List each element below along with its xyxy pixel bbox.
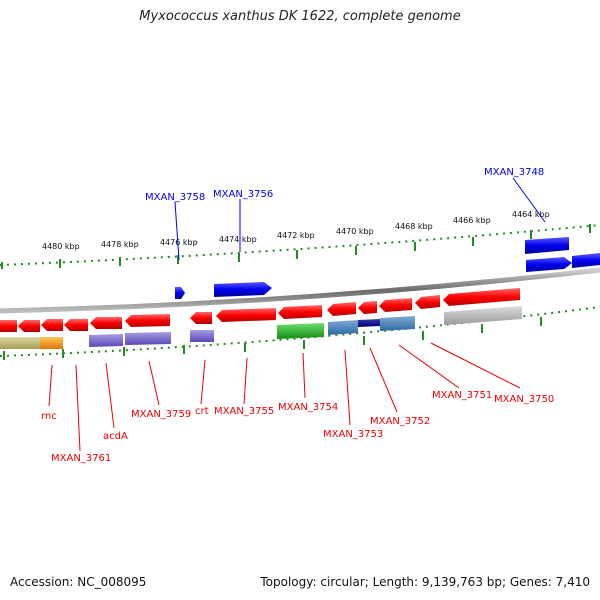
feature-steel[interactable] bbox=[380, 316, 415, 331]
scale-line-lower bbox=[0, 306, 600, 357]
gene-red[interactable] bbox=[415, 295, 440, 309]
kbp-label: 4466 kbp bbox=[453, 216, 491, 225]
gene-red[interactable] bbox=[216, 308, 276, 322]
gene-red[interactable] bbox=[0, 320, 17, 332]
forward-genes bbox=[175, 237, 600, 299]
accession-text: Accession: NC_008095 bbox=[10, 575, 147, 589]
gene-label-mxan-3759[interactable]: MXAN_3759 bbox=[131, 409, 191, 420]
gene-red[interactable] bbox=[190, 312, 212, 324]
gene-red[interactable] bbox=[18, 320, 40, 332]
genome-title: Myxococcus xanthus DK 1622, complete gen… bbox=[139, 9, 461, 24]
reverse-labels: rnc MXAN_3761 acdA MXAN_3759 crt MXAN_37… bbox=[41, 390, 554, 464]
scale-ticks-lower bbox=[3, 317, 542, 360]
feature-boxes bbox=[0, 306, 522, 349]
gene-label-crt[interactable]: crt bbox=[195, 406, 209, 417]
feature-olive[interactable] bbox=[0, 337, 40, 349]
gene-label-mxan-3753[interactable]: MXAN_3753 bbox=[323, 429, 383, 440]
gene-label-rnc[interactable]: rnc bbox=[41, 411, 57, 422]
gene-red[interactable] bbox=[379, 298, 412, 312]
gene-label-mxan-3761[interactable]: MXAN_3761 bbox=[51, 453, 111, 464]
kbp-label: 4472 kbp bbox=[277, 231, 315, 240]
gene-mxan-3757[interactable] bbox=[214, 282, 272, 297]
scale-line-upper bbox=[0, 224, 600, 266]
scale-ticks-upper bbox=[1, 224, 591, 269]
gene-label-mxan-3748[interactable]: MXAN_3748 bbox=[484, 167, 544, 178]
gene-red[interactable] bbox=[443, 288, 520, 306]
kbp-label: 4476 kbp bbox=[160, 238, 198, 247]
genome-summary-text: Topology: circular; Length: 9,139,763 bp… bbox=[260, 575, 590, 589]
gene-label-mxan-3751[interactable]: MXAN_3751 bbox=[432, 390, 492, 401]
gene-label-mxan-3758[interactable]: MXAN_3758 bbox=[145, 192, 205, 203]
kbp-label: 4480 kbp bbox=[42, 242, 80, 251]
gene-red[interactable] bbox=[41, 319, 63, 331]
gene-mxan-3749[interactable] bbox=[525, 237, 569, 254]
gene-label-mxan-3754[interactable]: MXAN_3754 bbox=[278, 402, 338, 413]
gene-mxan-3747[interactable] bbox=[526, 257, 572, 272]
gene-label-acda[interactable]: acdA bbox=[103, 431, 128, 442]
gene-red[interactable] bbox=[64, 319, 88, 331]
gene-mxan-3758[interactable] bbox=[175, 287, 185, 299]
feature-steel[interactable] bbox=[328, 320, 358, 335]
feature-orange[interactable] bbox=[40, 337, 63, 349]
feature-purple[interactable] bbox=[89, 334, 123, 347]
gene-label-mxan-3752[interactable]: MXAN_3752 bbox=[370, 416, 430, 427]
kbp-label: 4470 kbp bbox=[336, 227, 374, 236]
gene-red[interactable] bbox=[358, 301, 377, 314]
gene-red[interactable] bbox=[327, 302, 356, 316]
gene-label-mxan-3756[interactable]: MXAN_3756 bbox=[213, 189, 273, 200]
genome-backbone bbox=[0, 267, 600, 314]
kbp-label: 4474 kbp bbox=[219, 235, 257, 244]
forward-leaders bbox=[174, 177, 546, 261]
gene-red[interactable] bbox=[278, 305, 322, 319]
feature-gray[interactable] bbox=[444, 306, 522, 325]
kbp-label: 4478 kbp bbox=[101, 240, 139, 249]
reverse-leaders bbox=[48, 342, 521, 452]
kbp-label: 4468 kbp bbox=[395, 222, 433, 231]
kbp-label: 4464 kbp bbox=[512, 210, 550, 219]
feature-green[interactable] bbox=[277, 323, 324, 339]
gene-red[interactable] bbox=[90, 317, 122, 329]
gene-label-mxan-3755[interactable]: MXAN_3755 bbox=[214, 406, 274, 417]
gene-label-mxan-3750[interactable]: MXAN_3750 bbox=[494, 394, 554, 405]
kbp-labels: 4480 kbp 4478 kbp 4476 kbp 4474 kbp 4472… bbox=[42, 210, 550, 251]
reverse-genes bbox=[0, 288, 520, 332]
feature-purple[interactable] bbox=[190, 330, 214, 342]
forward-labels: MXAN_3758 MXAN_3756 MXAN_3748 bbox=[145, 167, 544, 203]
feature-purple[interactable] bbox=[125, 332, 171, 345]
gene-mxan-3746[interactable] bbox=[572, 253, 600, 268]
gene-red[interactable] bbox=[125, 314, 170, 327]
feature-navy[interactable] bbox=[358, 319, 380, 327]
